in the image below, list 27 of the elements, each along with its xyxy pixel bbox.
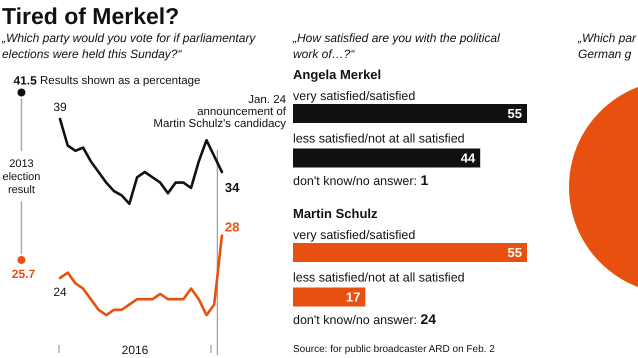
y-tick-label: very satisfied/satisfied xyxy=(293,89,416,103)
data-label: 24 xyxy=(53,285,67,299)
text: 25.7 xyxy=(12,266,36,281)
text: 41.5 xyxy=(13,74,38,88)
y-tick-label: less satisfied/not at all satisfied xyxy=(293,270,465,284)
data-label: 17 xyxy=(346,290,360,304)
y-tick-label: less satisfied/not at all satisfied xyxy=(293,132,465,146)
text: 2016 xyxy=(122,343,149,357)
chart-title: Tired of Merkel? xyxy=(2,3,180,29)
data-label: 44 xyxy=(460,150,476,166)
text: 2013 election result xyxy=(2,158,40,196)
text: „Which par German g xyxy=(577,31,638,61)
chart-subtitle: „Which party would you vote for if parliamentary elections were held this Sunday?“ xyxy=(1,31,256,61)
source-note: Source: for public broadcaster ARD on Feb. 2 xyxy=(293,344,496,355)
data-label: 55 xyxy=(508,245,522,260)
data-label: 28 xyxy=(224,220,240,235)
data-label: 39 xyxy=(53,100,67,114)
text: don't know/no answer: 1 xyxy=(293,172,428,188)
y-tick-label: very satisfied/satisfied xyxy=(293,228,416,242)
data-label: 55 xyxy=(508,106,522,121)
chart-title: Martin Schulz xyxy=(293,206,378,221)
data-label: 34 xyxy=(224,180,240,195)
chart-subtitle: Angela Merkel xyxy=(293,67,382,82)
text: Results shown as a percentage xyxy=(40,75,200,87)
text: don't know/no answer: 24 xyxy=(293,311,436,327)
annotation: Jan. 24 announcement of Martin Schulz's candidacy xyxy=(153,94,287,130)
chart-title: „How satisfied are you with the political work of…?“ xyxy=(292,31,500,61)
